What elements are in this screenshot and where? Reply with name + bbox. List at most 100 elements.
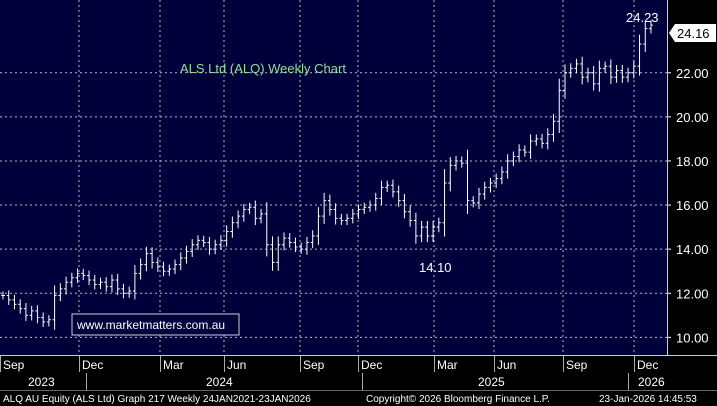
ohlc-bar [64,276,69,295]
ohlc-bar [350,208,355,224]
ohlc-bar [442,169,447,237]
ohlc-bar [517,144,522,163]
month-label: Jun [497,358,516,372]
y-tick-label: 16.00 [676,198,709,213]
ohlc-bar [499,166,504,185]
ohlc-bar [29,305,34,321]
ohlc-bar [436,217,441,233]
ohlc-bar [213,239,218,255]
ohlc-bar [333,203,338,225]
ohlc-bar [459,156,464,168]
ohlc-bar [1,291,5,300]
ohlc-bar [608,59,613,84]
ohlc-bar [161,261,166,277]
ohlc-bar [585,67,590,83]
ohlc-bar [58,283,63,302]
ohlc-bar [115,273,120,296]
ohlc-bar [69,272,74,288]
ohlc-bar [339,213,344,226]
ohlc-bar [488,177,493,193]
plot-background [0,0,667,355]
ohlc-bar [167,264,172,276]
ohlc-bar [402,193,407,219]
chart-title: ALS Ltd (ALQ) Weekly Chart [180,61,346,76]
footer-right: 23-Jan-2026 14:45:53 [599,394,697,405]
ohlc-bar [614,64,619,83]
price-bars [1,20,653,330]
ohlc-bar [557,78,562,133]
month-label: Sep [566,358,588,372]
ohlc-bar [551,113,556,142]
month-label: Jun [227,358,246,372]
ohlc-bar [327,194,332,216]
footer-center: Copyright© 2026 Bloomberg Finance L.P. [366,394,550,405]
ohlc-bar [150,247,155,269]
y-tick-label: 10.00 [676,330,709,345]
ohlc-bar [75,268,80,283]
watermark-text: www.marketmatters.com.au [76,318,225,332]
y-tick-label: 20.00 [676,110,709,125]
month-label: Sep [303,358,325,372]
x-axis: Sep Dec Mar Jun Sep Dec Mar Jun Sep Dec 2023 2024 20… [0,355,717,390]
ohlc-bar [18,299,23,314]
ohlc-bar [522,145,527,157]
ohlc-bar [310,230,315,249]
ohlc-bar [52,285,57,330]
ohlc-bar [454,155,459,171]
ohlc-bar [190,239,195,257]
ohlc-bar [109,274,114,293]
ohlc-bar [104,277,109,292]
last-price-tag: 24.16 [669,24,716,42]
ohlc-bar [603,61,608,73]
ohlc-bar [247,202,252,214]
month-label: Mar [437,358,458,372]
month-label: Dec [637,358,658,372]
ohlc-bar [620,64,625,83]
ohlc-bar [626,67,631,83]
ohlc-bar [385,180,390,192]
ohlc-bar [264,202,269,257]
ohlc-bar [218,235,223,250]
ohlc-bar [511,151,516,167]
ohlc-bar [299,242,304,254]
ohlc-bar [144,246,149,272]
ohlc-bar [98,277,103,289]
ohlc-bar [81,268,86,281]
y-tick-label: 18.00 [676,154,709,169]
ohlc-bar [201,235,206,248]
y-tick-label: 22.00 [676,66,709,81]
ohlc-bar [276,236,281,271]
month-label: Mar [163,358,184,372]
ohlc-bar [224,225,229,247]
ohlc-bar [195,235,200,250]
year-label: 2024 [206,375,233,389]
gridlines [0,0,667,355]
ohlc-bar [591,66,596,91]
ohlc-bar [322,192,327,224]
ohlc-bar [138,258,143,280]
ohlc-bar [121,283,126,299]
ohlc-bar [482,181,487,200]
ohlc-bar [281,232,286,251]
ohlc-bar [476,187,481,210]
ohlc-bar [643,20,648,52]
ohlc-bar [505,154,510,179]
ohlc-bar [373,192,378,211]
ohlc-bar [304,236,309,255]
ohlc-bar [396,185,401,207]
month-label: Dec [82,358,103,372]
y-axis: 10.00 12.00 14.00 16.00 18.00 20.00 22.00 [667,0,709,355]
ohlc-bar [597,60,602,92]
ohlc-bar [356,204,361,219]
ohlc-bar [236,210,241,229]
ohlc-bar [155,257,160,272]
year-label: 2026 [638,375,665,389]
ohlc-bar [46,315,51,327]
ohlc-bar [419,220,424,243]
ohlc-bar [35,305,40,324]
ohlc-bar [545,128,550,150]
month-label: Sep [3,358,25,372]
ohlc-bar [631,60,636,79]
last-price-value: 24.16 [677,26,710,41]
